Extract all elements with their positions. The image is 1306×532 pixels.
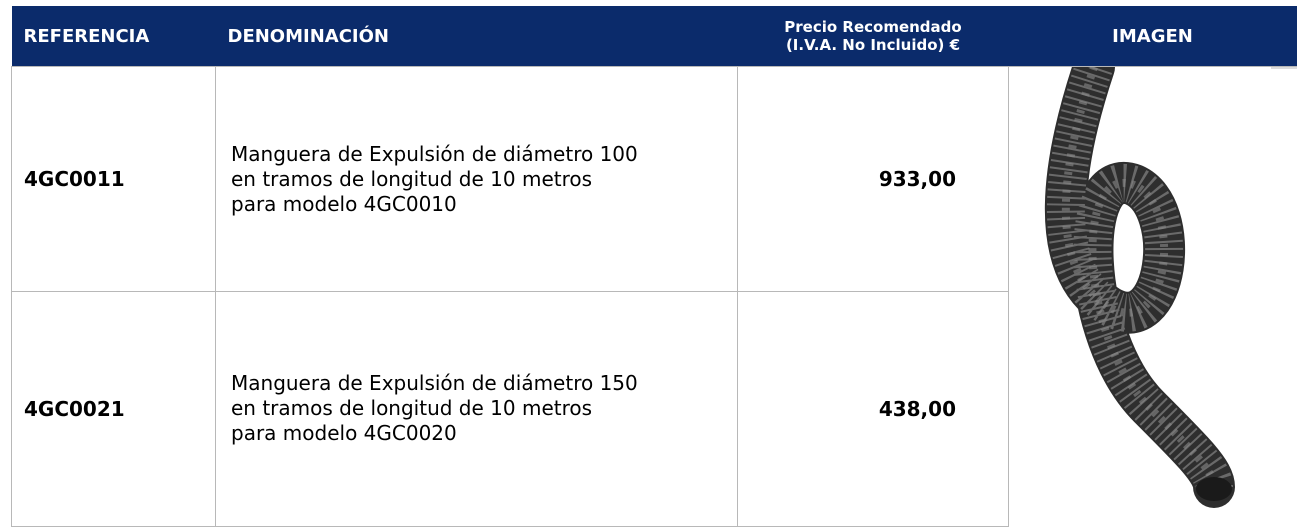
row: 4GC0011 Manguera de Expulsión de diámetr… bbox=[12, 67, 1297, 292]
header-line: (I.V.A. No Incluido) € bbox=[738, 36, 1009, 54]
header-cell: Precio Recomendado (I.V.A. No Incluido) … bbox=[738, 6, 1009, 67]
price-table: REFERENCIA DENOMINACIÓN Precio Recomenda… bbox=[11, 6, 1297, 527]
description-line: en tramos de longitud de 10 metros bbox=[231, 396, 737, 421]
description-line: en tramos de longitud de 10 metros bbox=[231, 167, 737, 192]
header-cell: REFERENCIA bbox=[12, 6, 216, 67]
reference: 4GC0021 bbox=[12, 292, 216, 526]
description-line: para modelo 4GC0010 bbox=[231, 192, 737, 217]
header-line: Precio Recomendado bbox=[738, 18, 1009, 36]
hose-image bbox=[1009, 67, 1297, 526]
description-line: Manguera de Expulsión de diámetro 100 bbox=[231, 142, 737, 167]
price: 438,00 bbox=[738, 292, 1009, 526]
description-line: para modelo 4GC0020 bbox=[231, 421, 737, 446]
image-cell bbox=[1009, 67, 1297, 527]
price: 933,00 bbox=[738, 67, 1009, 292]
header-row: REFERENCIA DENOMINACIÓN Precio Recomenda… bbox=[12, 6, 1297, 67]
description-line: Manguera de Expulsión de diámetro 150 bbox=[231, 371, 737, 396]
header-cell: DENOMINACIÓN bbox=[216, 6, 738, 67]
description: Manguera de Expulsión de diámetro 100 en… bbox=[216, 67, 738, 292]
page: REFERENCIA DENOMINACIÓN Precio Recomenda… bbox=[0, 0, 1306, 532]
header-cell: IMAGEN bbox=[1009, 6, 1297, 67]
reference: 4GC0011 bbox=[12, 67, 216, 292]
description: Manguera de Expulsión de diámetro 150 en… bbox=[216, 292, 738, 526]
